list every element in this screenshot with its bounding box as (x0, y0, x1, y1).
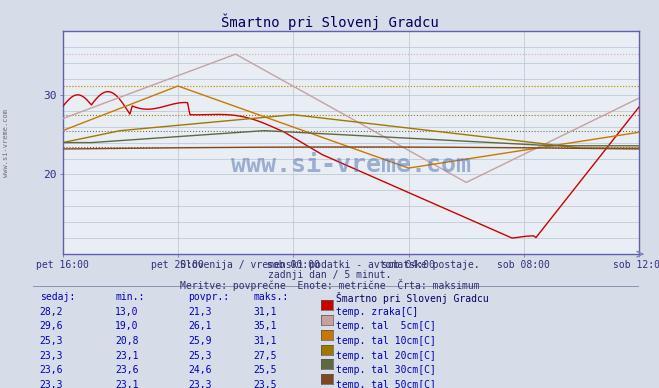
Text: temp. tal 20cm[C]: temp. tal 20cm[C] (336, 351, 436, 361)
Text: zadnji dan / 5 minut.: zadnji dan / 5 minut. (268, 270, 391, 280)
Text: 21,3: 21,3 (188, 307, 212, 317)
Text: 28,2: 28,2 (40, 307, 63, 317)
Text: 24,6: 24,6 (188, 365, 212, 376)
Text: 35,1: 35,1 (254, 321, 277, 331)
Text: 23,5: 23,5 (254, 380, 277, 388)
Text: Šmartno pri Slovenj Gradcu: Šmartno pri Slovenj Gradcu (336, 292, 489, 304)
Text: temp. tal 10cm[C]: temp. tal 10cm[C] (336, 336, 436, 346)
Text: 23,3: 23,3 (40, 351, 63, 361)
Text: 25,3: 25,3 (188, 351, 212, 361)
Text: temp. tal 30cm[C]: temp. tal 30cm[C] (336, 365, 436, 376)
Text: 19,0: 19,0 (115, 321, 139, 331)
Text: min.:: min.: (115, 292, 145, 302)
Text: 13,0: 13,0 (115, 307, 139, 317)
Text: maks.:: maks.: (254, 292, 289, 302)
Text: 27,5: 27,5 (254, 351, 277, 361)
Text: 23,6: 23,6 (40, 365, 63, 376)
Text: 25,5: 25,5 (254, 365, 277, 376)
Text: Slovenija / vremenski podatki - avtomatske postaje.: Slovenija / vremenski podatki - avtomats… (180, 260, 479, 270)
Text: Šmartno pri Slovenj Gradcu: Šmartno pri Slovenj Gradcu (221, 14, 438, 30)
Text: 23,6: 23,6 (115, 365, 139, 376)
Text: temp. zraka[C]: temp. zraka[C] (336, 307, 418, 317)
Text: 31,1: 31,1 (254, 336, 277, 346)
Text: Meritve: povprečne  Enote: metrične  Črta: maksimum: Meritve: povprečne Enote: metrične Črta:… (180, 279, 479, 291)
Text: 31,1: 31,1 (254, 307, 277, 317)
Text: 25,3: 25,3 (40, 336, 63, 346)
Text: 25,9: 25,9 (188, 336, 212, 346)
Text: temp. tal  5cm[C]: temp. tal 5cm[C] (336, 321, 436, 331)
Text: povpr.:: povpr.: (188, 292, 229, 302)
Text: 23,1: 23,1 (115, 380, 139, 388)
Text: www.si-vreme.com: www.si-vreme.com (231, 153, 471, 177)
Text: www.si-vreme.com: www.si-vreme.com (3, 109, 9, 177)
Text: 23,3: 23,3 (40, 380, 63, 388)
Text: sedaj:: sedaj: (40, 292, 74, 302)
Text: 23,3: 23,3 (188, 380, 212, 388)
Text: 23,1: 23,1 (115, 351, 139, 361)
Text: 20,8: 20,8 (115, 336, 139, 346)
Text: 29,6: 29,6 (40, 321, 63, 331)
Text: temp. tal 50cm[C]: temp. tal 50cm[C] (336, 380, 436, 388)
Text: 26,1: 26,1 (188, 321, 212, 331)
